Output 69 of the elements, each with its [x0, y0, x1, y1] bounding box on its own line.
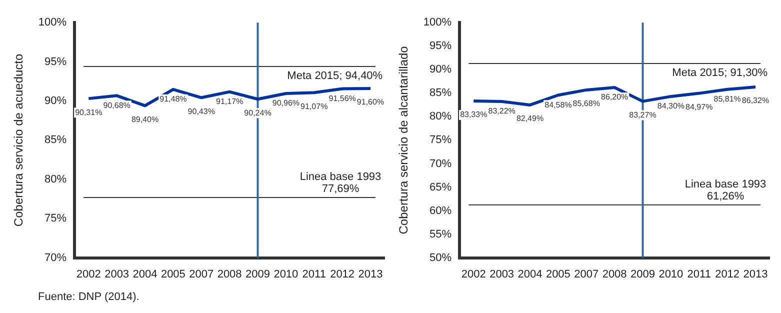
data-label: 84,58%: [544, 100, 572, 110]
data-label: 84,97%: [686, 102, 713, 112]
x-tick-label: 2007: [574, 268, 599, 280]
x-tick-label: 2002: [461, 268, 486, 280]
y-tick-label: 85%: [44, 134, 67, 146]
data-label: 91,60%: [356, 98, 384, 107]
data-label: 90,31%: [75, 108, 102, 117]
x-tick-label: 2011: [302, 268, 326, 280]
data-label: 90,24%: [244, 108, 272, 118]
y-tick-label: 75%: [44, 212, 67, 225]
x-tick-label: 2013: [743, 268, 768, 280]
x-tick-label: 2003: [104, 268, 130, 280]
y-tick-label: 70%: [44, 252, 67, 264]
x-tick-label: 2013: [358, 268, 383, 280]
y-tick-label: 70%: [430, 158, 452, 170]
data-label: 85,81%: [714, 94, 741, 104]
x-tick-label: 2003: [490, 268, 514, 280]
y-axis-title: Cobertura servicio de acueducto: [12, 53, 26, 227]
data-label: 90,96%: [272, 98, 300, 108]
ref-line-label: Meta 2015; 91,30%: [672, 67, 768, 80]
y-tick-label: 90%: [44, 95, 67, 108]
x-tick-label: 2012: [330, 268, 355, 280]
ref-line-label: Linea base 1993 61,26%: [684, 178, 766, 202]
data-label: 90,43%: [188, 106, 215, 116]
data-label: 84,30%: [657, 102, 685, 111]
y-tick-label: 85%: [430, 87, 452, 100]
data-label: 91,56%: [328, 94, 356, 103]
x-tick-label: 2008: [602, 268, 627, 280]
y-tick-label: 75%: [430, 134, 452, 146]
data-label: 82,49%: [516, 114, 544, 124]
y-tick-label: 100%: [38, 16, 67, 29]
x-tick-label: 2010: [658, 268, 684, 280]
data-label: 83,27%: [629, 110, 656, 120]
x-tick-label: 2008: [217, 268, 242, 280]
x-tick-label: 2002: [76, 268, 101, 280]
ref-line-label: Linea base 1993 77,69%: [300, 171, 382, 196]
x-tick-label: 2010: [274, 268, 298, 280]
data-label: 91,48%: [160, 94, 187, 104]
data-label: 91,07%: [300, 102, 328, 111]
data-label: 86,20%: [600, 92, 628, 102]
data-label: 83,22%: [488, 106, 516, 116]
y-tick-label: 100%: [423, 16, 452, 29]
data-label: 85,68%: [572, 99, 600, 108]
y-tick-label: 80%: [430, 110, 452, 123]
source-note: Fuente: DNP (2014).: [38, 291, 140, 303]
data-label: 89,40%: [131, 114, 159, 124]
y-tick-label: 95%: [44, 56, 67, 68]
x-tick-label: 2004: [132, 268, 158, 280]
x-tick-label: 2011: [687, 268, 711, 280]
y-tick-label: 90%: [430, 64, 452, 76]
x-tick-label: 2009: [630, 268, 655, 280]
data-label: 91,17%: [216, 97, 244, 106]
y-tick-label: 55%: [430, 228, 452, 240]
y-axis-title: Cobertura servicio de alcantarillado: [396, 46, 411, 234]
x-tick-label: 2007: [189, 268, 214, 280]
x-tick-label: 2005: [546, 268, 570, 280]
y-tick-label: 80%: [44, 173, 67, 186]
x-tick-label: 2005: [160, 268, 186, 280]
data-label: 83,33%: [460, 110, 488, 120]
y-tick-label: 65%: [430, 181, 452, 194]
x-tick-label: 2012: [715, 268, 740, 280]
data-label: 90,68%: [103, 100, 130, 110]
y-tick-label: 60%: [430, 204, 452, 217]
data-label: 86,32%: [742, 96, 770, 106]
y-tick-label: 50%: [430, 252, 452, 264]
x-tick-label: 2004: [518, 268, 542, 280]
x-tick-label: 2009: [246, 268, 270, 280]
y-tick-label: 95%: [430, 40, 452, 52]
ref-line-label: Meta 2015; 94,40%: [287, 70, 383, 82]
